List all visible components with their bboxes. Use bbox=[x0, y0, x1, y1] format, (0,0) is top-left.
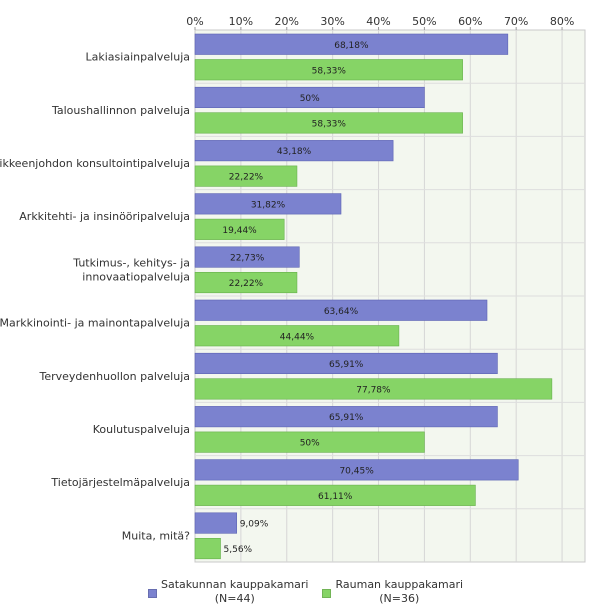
bar-value-label: 70,45% bbox=[339, 466, 374, 476]
bar-value-label: 31,82% bbox=[251, 200, 286, 210]
legend-item-series-2[interactable]: Rauman kauppakamari (N=36) bbox=[322, 578, 463, 606]
bar-value-label: 63,64% bbox=[324, 307, 359, 317]
legend-label-series-2: Rauman kauppakamari bbox=[335, 578, 464, 591]
bar-series-2[interactable] bbox=[194, 378, 553, 400]
bar-series-1[interactable] bbox=[194, 86, 425, 108]
x-tick-label: 60% bbox=[458, 15, 482, 28]
bar-value-label: 44,44% bbox=[280, 332, 315, 342]
legend-n-series-1: (N=44) bbox=[214, 592, 255, 605]
bar-series-1[interactable] bbox=[194, 140, 394, 162]
legend: Satakunnan kauppakamari (N=44) Rauman ka… bbox=[148, 578, 463, 606]
category-label: Tutkimus-, kehitys- ja bbox=[72, 256, 190, 269]
bar-series-1[interactable] bbox=[194, 33, 509, 55]
bar-value-label: 77,78% bbox=[356, 385, 391, 395]
bar-value-label: 50% bbox=[300, 439, 320, 449]
category-label: Markkinointi- ja mainontapalveluja bbox=[0, 317, 190, 330]
bar-series-1[interactable] bbox=[194, 193, 342, 215]
bar-series-2[interactable] bbox=[194, 112, 463, 134]
x-tick-label: 80% bbox=[550, 15, 574, 28]
bar-value-label: 9,09% bbox=[240, 520, 269, 530]
legend-swatch-series-1 bbox=[148, 589, 157, 598]
category-label: Koulutuspalveluja bbox=[93, 423, 190, 436]
category-label: Taloushallinnon palveluja bbox=[51, 104, 190, 117]
bar-value-label: 58,33% bbox=[312, 66, 347, 76]
bar-value-label: 65,91% bbox=[329, 360, 364, 370]
x-tick-label: 20% bbox=[275, 15, 299, 28]
bar-series-2[interactable] bbox=[194, 271, 298, 294]
category-label: Muita, mitä? bbox=[122, 529, 190, 542]
bar-series-2[interactable] bbox=[194, 484, 476, 506]
legend-swatch-series-2 bbox=[322, 589, 332, 598]
category-label: Tietojärjestelmäpalveluja bbox=[50, 476, 190, 489]
bar-chart: 0% 10% 20% 30% 40% 50% 60% 70% 80% 68,18% 58,33% La… bbox=[0, 15, 586, 563]
bar-series-2[interactable] bbox=[194, 325, 400, 347]
bar-value-label: 61,11% bbox=[318, 492, 353, 502]
bar-series-1[interactable] bbox=[194, 299, 488, 321]
bar-series-2[interactable] bbox=[194, 431, 425, 453]
bar-value-label: 22,22% bbox=[229, 279, 264, 289]
bar-value-label: 68,18% bbox=[334, 41, 369, 51]
bar-value-label: 65,91% bbox=[329, 413, 364, 423]
legend-item-series-1[interactable]: Satakunnan kauppakamari (N=44) bbox=[148, 578, 308, 606]
x-tick-label: 70% bbox=[504, 15, 528, 28]
bar-series-2[interactable] bbox=[194, 59, 463, 81]
legend-label-series-1: Satakunnan kauppakamari bbox=[161, 578, 309, 591]
bar-value-label: 58,33% bbox=[312, 119, 347, 129]
bar-value-label: 22,22% bbox=[229, 173, 264, 183]
bar-value-label: 50% bbox=[300, 94, 320, 104]
bar-series-2[interactable] bbox=[194, 218, 285, 240]
bar-series-2[interactable] bbox=[194, 165, 298, 187]
category-label: Lakiasiainpalveluja bbox=[86, 51, 190, 64]
bar-value-label: 19,44% bbox=[222, 226, 257, 236]
bar-series-1[interactable] bbox=[194, 246, 300, 268]
x-tick-label: 0% bbox=[186, 15, 203, 28]
bar-series-1[interactable] bbox=[194, 512, 238, 534]
bar-series-2[interactable] bbox=[194, 537, 221, 560]
bar-value-label: 5,56% bbox=[224, 545, 253, 555]
x-tick-label: 30% bbox=[320, 15, 344, 28]
category-label: Arkkitehti- ja insinööripalveluja bbox=[19, 210, 190, 223]
category-label: innovaatiopalveluja bbox=[82, 270, 190, 283]
legend-n-series-2: (N=36) bbox=[379, 592, 420, 605]
x-tick-label: 50% bbox=[412, 15, 436, 28]
x-tick-label: 10% bbox=[229, 15, 253, 28]
category-label: Liikkeenjohdon konsultointipalveluja bbox=[0, 157, 190, 170]
x-tick-label: 40% bbox=[366, 15, 390, 28]
bar-series-1[interactable] bbox=[194, 352, 498, 375]
bar-value-label: 22,73% bbox=[230, 254, 265, 264]
bar-series-1[interactable] bbox=[194, 459, 519, 481]
category-label: Terveydenhuollon palveluja bbox=[38, 370, 190, 383]
bar-series-1[interactable] bbox=[194, 406, 498, 428]
bar-value-label: 43,18% bbox=[277, 147, 312, 157]
